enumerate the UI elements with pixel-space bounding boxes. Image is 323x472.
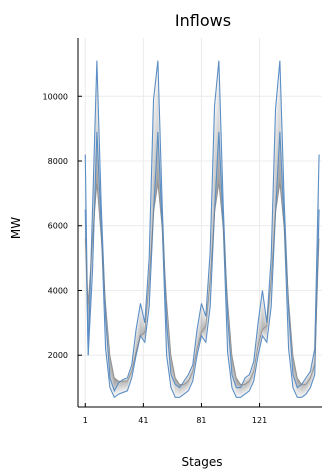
axes: 2000 4000 6000 8000 10000 1 41 81 121: [43, 38, 322, 425]
fan-band-upper: [85, 132, 320, 386]
y-tick-label: 4000: [48, 286, 68, 295]
y-tick-label: 2000: [48, 351, 68, 360]
x-axis-label: Stages: [182, 455, 223, 469]
grid-lines: [78, 38, 322, 407]
x-tick-label: 121: [252, 416, 267, 425]
central-line: [84, 183, 320, 385]
x-tick-label: 81: [196, 416, 206, 425]
y-tick-label: 10000: [43, 92, 68, 101]
x-tick-label: 41: [138, 416, 148, 425]
fan-band-upper: [85, 101, 320, 387]
fan-band-lower: [85, 179, 320, 386]
fan-band-upper: [85, 91, 320, 388]
fan-band-lower: [85, 140, 320, 396]
upper-envelope-line: [84, 60, 320, 393]
fan-band-lower: [85, 136, 320, 397]
fan-band-lower: [85, 131, 320, 398]
fan-band-upper: [85, 81, 320, 389]
fan-band-upper: [85, 122, 320, 386]
plot-area: [84, 60, 320, 399]
x-tick-label: 1: [83, 416, 88, 425]
chart-title: Inflows: [175, 11, 231, 30]
fan-band-upper: [85, 111, 320, 387]
y-tick-label: 6000: [48, 222, 68, 231]
y-axis-label: MW: [9, 217, 23, 239]
lower-envelope-line: [84, 131, 320, 399]
y-tick-label: 8000: [48, 157, 68, 166]
